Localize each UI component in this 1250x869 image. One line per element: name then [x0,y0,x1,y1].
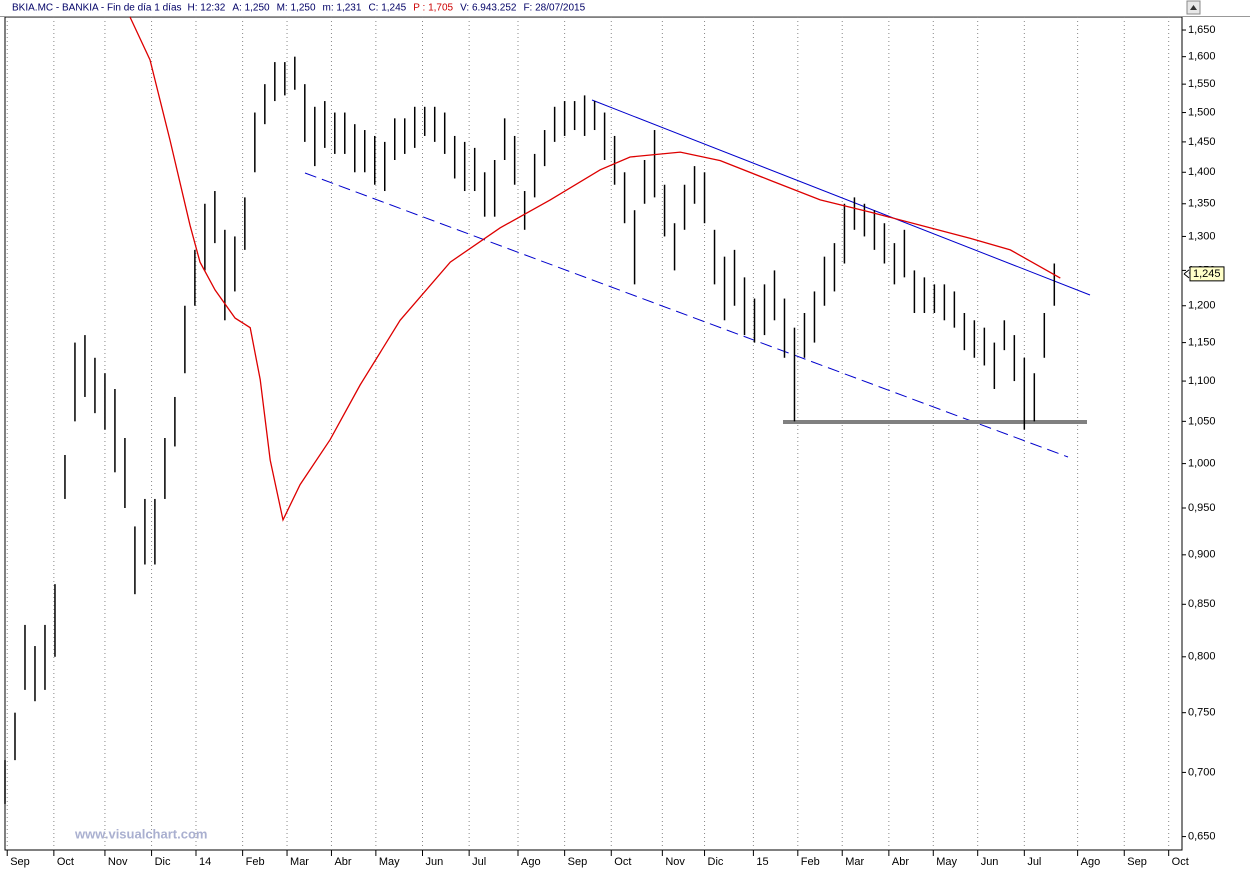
last-price-label: 1,245 [1193,268,1221,280]
x-tick-label: Sep [10,856,30,868]
y-tick-label: 1,100 [1188,375,1216,387]
x-tick-label: Ago [521,856,541,868]
y-tick-label: 1,600 [1188,51,1216,63]
x-tick-label: Mar [845,856,864,868]
y-tick-label: 0,850 [1188,598,1216,610]
x-tick-label: Oct [57,856,74,868]
price-bars [4,56,1056,804]
x-tick-label: Ago [1081,856,1101,868]
header-item: F: 28/07/2015 [523,3,585,14]
x-tick-label: May [379,856,400,868]
y-tick-label: 1,150 [1188,336,1216,348]
x-tick-label: 15 [756,856,768,868]
x-tick-label: Feb [801,856,820,868]
x-tick-label: Feb [246,856,265,868]
y-tick-label: 1,650 [1188,24,1216,36]
y-tick-label: 0,800 [1188,651,1216,663]
y-tick-label: 0,950 [1188,502,1216,514]
header-item: M: 1,250 [277,3,316,14]
y-tick-label: 0,650 [1188,830,1216,842]
header-item: V: 6.943.252 [460,3,517,14]
header-item: BKIA.MC - BANKIA - Fin de día 1 días [12,3,182,14]
x-tick-label: Nov [665,856,685,868]
y-tick-label: 1,300 [1188,230,1216,242]
moving-average [129,16,1061,522]
overlay: 1,245 [129,16,1225,522]
last-price-box [1189,266,1225,282]
x-tick-label: Abr [334,856,351,868]
x-tick-label: Abr [892,856,909,868]
header-item: H: 12:32 [188,3,226,14]
y-tick-label: 1,350 [1188,198,1216,210]
x-tick-label: Dic [708,856,724,868]
x-tick-label: Sep [1127,856,1147,868]
x-tick-label: Jul [1027,856,1041,868]
watermark: www.visualchart.com [74,826,207,841]
x-tick-label: Oct [614,856,631,868]
header-item: P : 1,705 [413,3,453,14]
trend-channel-line [304,172,1069,458]
header-item: m: 1,231 [323,3,362,14]
x-tick-label: Jul [472,856,486,868]
x-tick-label: Nov [108,856,128,868]
y-tick-label: 1,000 [1188,458,1216,470]
y-tick-label: 0,900 [1188,549,1216,561]
y-tick-label: 0,750 [1188,707,1216,719]
x-tick-label: Jun [426,856,444,868]
header-item: C: 1,245 [368,3,406,14]
x-tick-label: Mar [290,856,309,868]
x-tick-label: May [936,856,957,868]
y-tick-label: 1,550 [1188,78,1216,90]
y-tick-label: 1,400 [1188,166,1216,178]
last-price-pointer [1183,269,1190,279]
y-tick-label: 1,200 [1188,300,1216,312]
y-tick-label: 0,700 [1188,766,1216,778]
x-tick-label: 14 [199,856,211,868]
x-tick-label: Dic [155,856,171,868]
y-tick-label: 1,500 [1188,106,1216,118]
grid: 0,650 0,700 0,750 0,800 0,850 0,900 0,950 1,000… [6,17,1216,868]
y-tick-label: 1,450 [1188,136,1216,148]
header-item: A: 1,250 [232,3,270,14]
x-tick-label: Jun [981,856,999,868]
scroll-arrow [1190,5,1197,10]
x-tick-label: Oct [1172,856,1189,868]
trend-line [591,99,1091,296]
y-tick-label: 1,050 [1188,415,1216,427]
header: BKIA.MC - BANKIA - Fin de día 1 días H: 1… [12,3,586,14]
x-tick-label: Sep [568,856,588,868]
